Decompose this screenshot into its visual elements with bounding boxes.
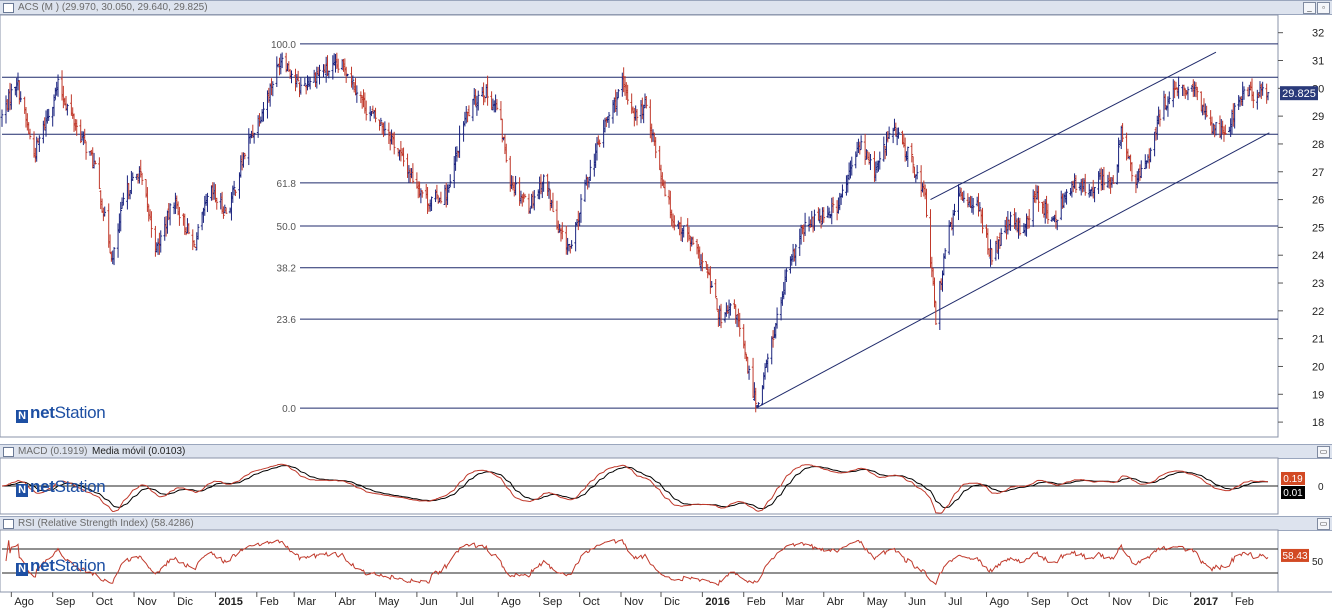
last-price-badge	[1280, 86, 1318, 101]
x-tick-label: Sep	[56, 596, 76, 608]
rsi-value-label: 58.43	[1282, 551, 1307, 562]
y-tick-label: 26	[1312, 195, 1324, 207]
price-bars	[0, 52, 1270, 413]
x-tick-label: 2016	[705, 596, 729, 608]
macd-panel-title: MACD (0.1919)	[18, 446, 88, 457]
y-tick-label: 28	[1312, 139, 1324, 151]
x-tick-label: Dic	[664, 596, 680, 608]
rsi-y-tick-label: 50	[1312, 557, 1324, 568]
y-tick-label: 22	[1312, 306, 1324, 318]
rsi-value-badge	[1281, 548, 1309, 562]
x-tick-label: Dic	[1152, 596, 1168, 608]
x-tick-label: Oct	[1071, 596, 1088, 608]
x-tick-label: Feb	[747, 596, 766, 608]
y-tick-label: 31	[1312, 56, 1324, 68]
x-tick-label: Nov	[1112, 596, 1132, 608]
x-tick-label: Abr	[339, 596, 356, 608]
macd-signal-label: 0.01	[1283, 488, 1303, 499]
macd-line	[1, 463, 1269, 514]
fib-level-label: 38.2	[277, 264, 297, 275]
x-tick-label: Jun	[420, 596, 438, 608]
y-tick-label: 19	[1312, 389, 1324, 401]
fib-level-label: 50.0	[277, 222, 297, 233]
panel-icon	[3, 447, 14, 457]
macd-y-tick-label: 0	[1318, 482, 1324, 493]
macd-value-badge	[1281, 472, 1305, 485]
x-tick-label: Jul	[460, 596, 474, 608]
fib-level-label: 23.6	[277, 315, 297, 326]
restore-button[interactable]: ▭	[1317, 518, 1330, 530]
x-tick-label: Feb	[1235, 596, 1254, 608]
x-tick-label: Sep	[1031, 596, 1051, 608]
fib-level-label: 61.8	[277, 179, 297, 190]
macd-signal-badge	[1281, 486, 1305, 499]
y-tick-label: 18	[1312, 417, 1324, 429]
y-tick-label: 25	[1312, 222, 1324, 234]
trend-line	[930, 51, 1217, 201]
x-tick-label: Mar	[785, 596, 804, 608]
y-tick-label: 29	[1312, 111, 1324, 123]
macd-value-label: 0.19	[1283, 474, 1303, 485]
x-tick-label: Oct	[583, 596, 600, 608]
y-tick-label: 27	[1312, 167, 1324, 179]
rsi-plot-area	[0, 529, 1279, 593]
fib-level-label: 100.0	[271, 40, 296, 51]
x-tick-label: May	[379, 596, 400, 608]
x-tick-label: 2015	[218, 596, 242, 608]
panel-icon	[3, 3, 14, 13]
maximize-button[interactable]: ▫	[1317, 2, 1330, 14]
x-tick-label: Ago	[990, 596, 1010, 608]
y-tick-label: 20	[1312, 361, 1324, 373]
rsi-line	[5, 539, 1269, 586]
x-tick-label: Sep	[543, 596, 563, 608]
x-tick-label: May	[867, 596, 888, 608]
macd-signal-line	[1, 465, 1268, 510]
x-tick-label: Abr	[827, 596, 844, 608]
x-tick-label: Ago	[14, 596, 34, 608]
x-tick-label: Jul	[948, 596, 962, 608]
fib-level-label: 0.0	[282, 404, 296, 415]
y-tick-label: 32	[1312, 28, 1324, 40]
x-tick-label: Dic	[177, 596, 193, 608]
x-tick-label: Mar	[297, 596, 316, 608]
restore-button[interactable]: ▭	[1317, 446, 1330, 458]
x-tick-label: Jun	[908, 596, 926, 608]
x-tick-label: Feb	[260, 596, 279, 608]
main-panel-title: ACS (M ) (29.970, 30.050, 29.640, 29.825…	[18, 2, 208, 13]
minimize-button[interactable]: _	[1303, 2, 1316, 14]
y-tick-label: 23	[1312, 278, 1324, 290]
x-tick-label: Nov	[624, 596, 644, 608]
macd-panel-subtitle: Media móvil (0.0103)	[92, 446, 186, 457]
x-tick-label: Nov	[137, 596, 157, 608]
panel-icon	[3, 519, 14, 529]
x-tick-label: 2017	[1194, 596, 1218, 608]
y-tick-label: 24	[1312, 250, 1324, 262]
last-price-label: 29.825	[1282, 88, 1316, 100]
rsi-panel-title: RSI (Relative Strength Index) (58.4286)	[18, 518, 194, 529]
trend-line	[755, 132, 1270, 409]
x-tick-label: Oct	[96, 596, 113, 608]
y-tick-label: 21	[1312, 334, 1324, 346]
x-tick-label: Ago	[501, 596, 521, 608]
